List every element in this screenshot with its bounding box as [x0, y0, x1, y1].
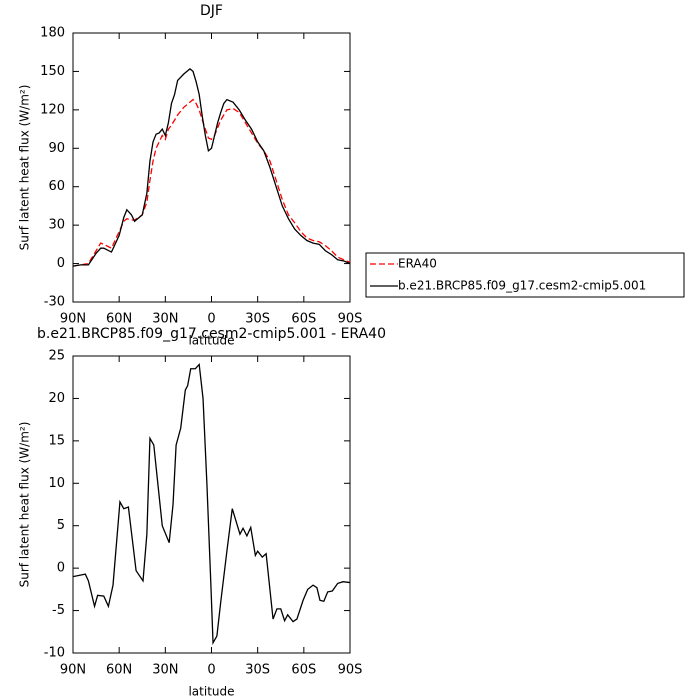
- series-line: [73, 362, 350, 646]
- plot-frame: [72, 355, 351, 654]
- legend-box: [365, 252, 685, 298]
- x-tick-label: 90N: [60, 312, 86, 327]
- x-tick-label: 90S: [338, 663, 363, 678]
- y-tick-label: 25: [48, 349, 65, 364]
- y-tick-label: 90: [48, 141, 65, 156]
- x-tick-label: 90N: [60, 663, 86, 678]
- x-tick-label: 90S: [338, 312, 363, 327]
- x-tick-label: 60S: [291, 312, 316, 327]
- x-tick-label: 60S: [291, 663, 316, 678]
- legend-label: b.e21.BRCP85.f09_g17.cesm2-cmip5.001: [398, 279, 646, 293]
- x-tick-label: 0: [207, 312, 215, 327]
- y-tick-label: -5: [52, 603, 65, 618]
- y-tick-label: 0: [57, 256, 65, 271]
- series-line: [73, 98, 350, 267]
- x-tick-label: 60N: [106, 663, 132, 678]
- y-tick-label: 120: [40, 102, 65, 117]
- y-tick-label: 5: [57, 518, 65, 533]
- y-tick-label: 180: [40, 26, 65, 41]
- y-axis-label: Surf latent heat flux (W/m²): [18, 85, 32, 251]
- x-axis-label: latitude: [188, 334, 234, 348]
- legend-label: ERA40: [398, 257, 437, 271]
- x-tick-label: 0: [207, 663, 215, 678]
- chart-title: DJF: [200, 3, 223, 19]
- y-tick-label: -30: [44, 295, 65, 310]
- y-tick-label: 10: [48, 476, 65, 491]
- y-tick-label: 15: [48, 433, 65, 448]
- y-tick-label: 20: [48, 391, 65, 406]
- y-tick-label: -10: [44, 646, 65, 661]
- y-tick-label: 150: [40, 64, 65, 79]
- x-tick-label: 30S: [245, 312, 270, 327]
- chart-title: b.e21.BRCP85.f09_g17.cesm2-cmip5.001 - E…: [37, 326, 386, 342]
- x-tick-label: 30N: [152, 663, 178, 678]
- plot-frame: [72, 32, 351, 303]
- x-axis-label: latitude: [188, 685, 234, 699]
- y-tick-label: 0: [57, 561, 65, 576]
- series-line: [73, 68, 350, 267]
- y-axis-label: Surf latent heat flux (W/m²): [18, 422, 32, 588]
- x-tick-label: 30N: [152, 312, 178, 327]
- y-tick-label: 60: [48, 179, 65, 194]
- x-tick-label: 30S: [245, 663, 270, 678]
- y-tick-label: 30: [48, 218, 65, 233]
- x-tick-label: 60N: [106, 312, 132, 327]
